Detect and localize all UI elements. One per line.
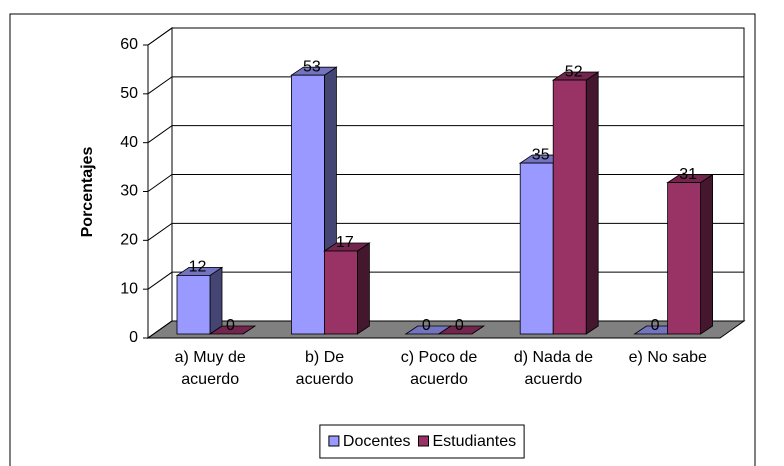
y-tick-label: 40	[120, 134, 138, 151]
bar	[208, 325, 257, 335]
y-tick-label: 30	[120, 183, 138, 200]
x-tick-label: b) De	[305, 349, 344, 366]
x-tick-label: c) Poco de	[401, 349, 478, 366]
bar	[175, 266, 224, 335]
bar-front	[519, 162, 554, 335]
bar-front	[552, 79, 587, 335]
bar-side	[356, 242, 370, 335]
bar	[666, 173, 714, 335]
bar-top	[437, 325, 486, 335]
value-label: 53	[303, 58, 321, 75]
value-label: 17	[336, 234, 354, 251]
y-axis-label: Porcentajes	[79, 147, 96, 238]
value-label: 0	[422, 317, 431, 334]
value-label: 52	[565, 63, 583, 80]
bar-front	[290, 74, 325, 335]
value-label: 31	[679, 166, 697, 183]
value-label: 0	[455, 317, 464, 334]
x-tick-label: d) Nada de	[514, 349, 593, 366]
bar	[437, 325, 486, 335]
bar-front	[323, 250, 358, 335]
bar	[551, 71, 600, 335]
value-label: 0	[651, 317, 660, 334]
legend-label: Estudiantes	[432, 433, 516, 450]
value-label: 0	[226, 317, 235, 334]
bar-side	[585, 71, 599, 335]
legend-swatch	[417, 435, 429, 447]
bar-side	[209, 266, 223, 335]
x-tick-label: e) No sabe	[629, 349, 707, 366]
legend-label: Docentes	[343, 433, 411, 450]
bar-front	[667, 182, 701, 335]
y-tick-label: 0	[129, 329, 138, 346]
bar-side	[700, 173, 713, 335]
y-tick-label: 20	[120, 232, 138, 249]
grid-line	[147, 27, 744, 46]
x-tick-label: acuerdo	[524, 371, 582, 388]
legend-swatch	[328, 435, 340, 447]
x-tick-label: acuerdo	[181, 371, 239, 388]
grid-line	[147, 76, 744, 95]
value-label: 12	[189, 259, 207, 276]
x-tick-label: a) Muy de	[175, 349, 246, 366]
y-tick-label: 50	[120, 85, 138, 102]
legend-box	[319, 424, 525, 459]
bar-front	[176, 274, 211, 335]
y-tick-label: 60	[120, 36, 138, 53]
bar-top	[208, 325, 257, 335]
x-tick-label: acuerdo	[410, 371, 468, 388]
x-tick-label: acuerdo	[296, 371, 354, 388]
bar	[323, 242, 371, 335]
y-tick-label: 10	[120, 280, 138, 297]
value-label: 35	[532, 146, 550, 163]
